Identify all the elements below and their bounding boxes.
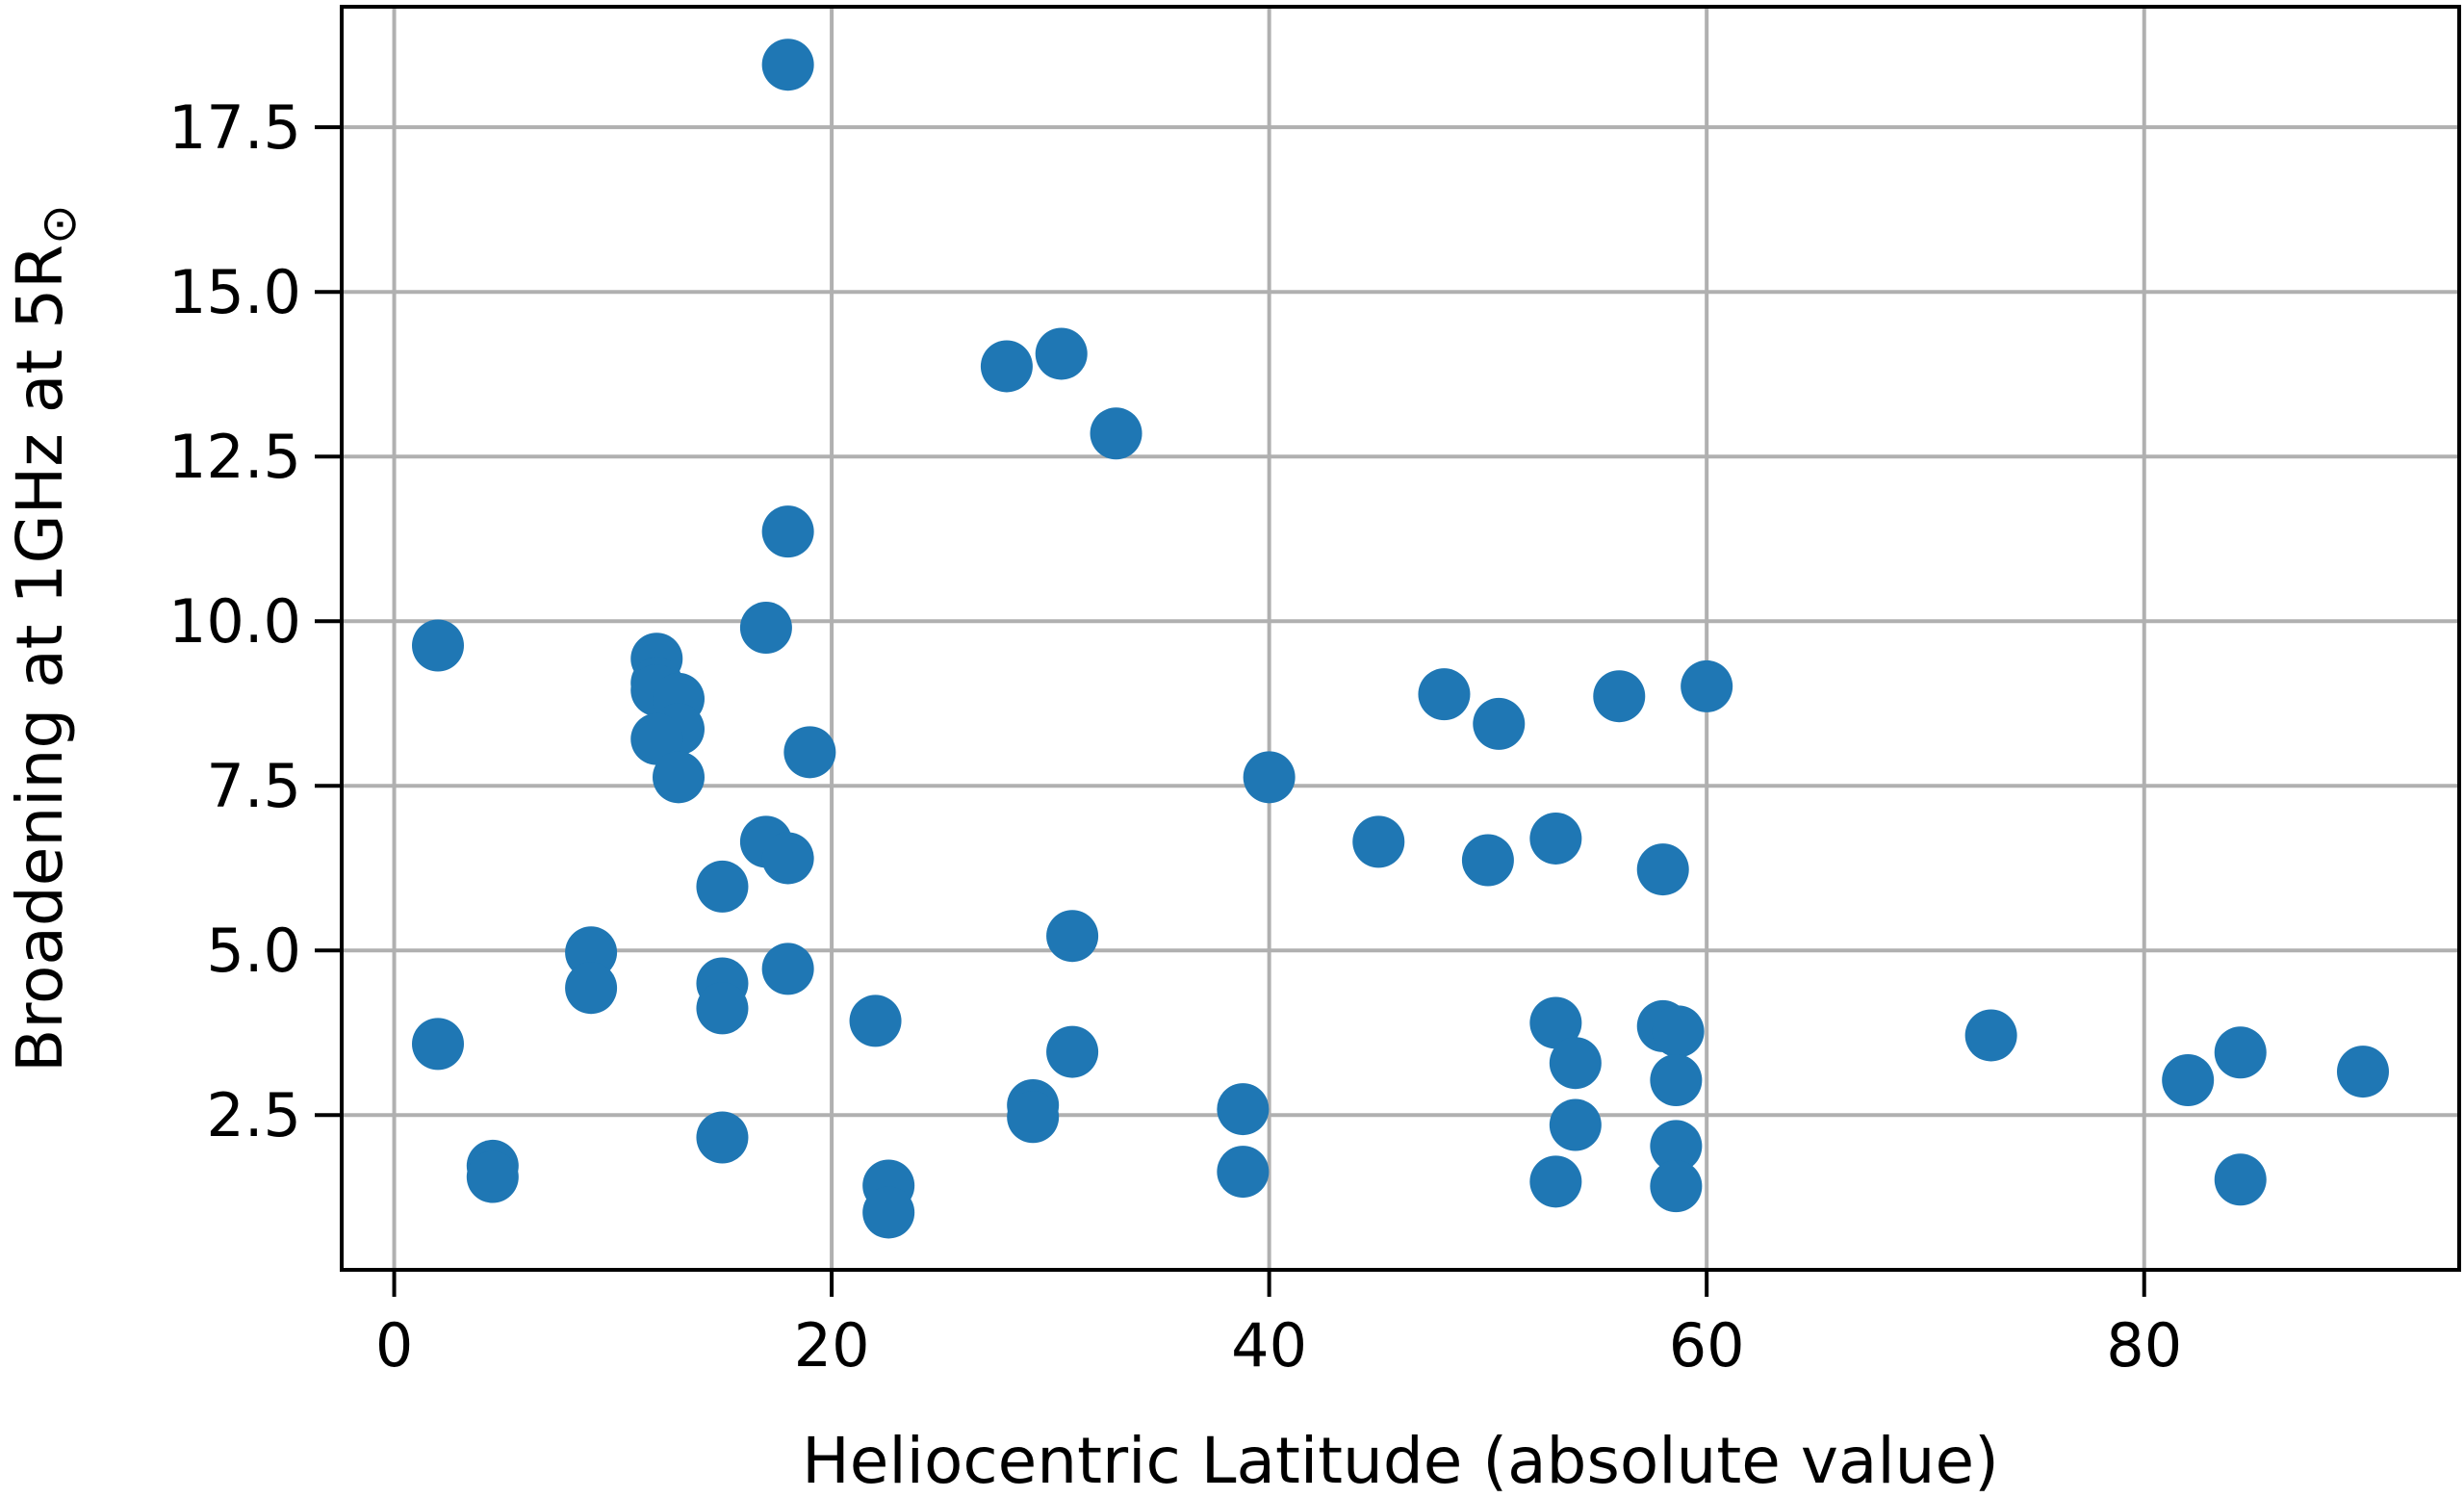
data-point [761, 39, 814, 91]
data-point [761, 943, 814, 995]
data-point [1636, 843, 1689, 896]
data-point [2214, 1153, 2267, 1206]
data-point [1473, 697, 1526, 750]
y-tick-label: 15.0 [168, 257, 301, 327]
data-point [980, 340, 1033, 393]
data-point [696, 860, 749, 913]
data-point [1650, 1160, 1703, 1213]
data-point [412, 619, 464, 672]
x-axis-label: Heliocentric Latitude (absolute value) [802, 1424, 1999, 1498]
data-point [653, 751, 705, 804]
data-point [1217, 1083, 1270, 1136]
data-point [1529, 812, 1582, 865]
data-point [739, 602, 792, 655]
data-point [849, 994, 902, 1047]
y-axis-label: Broadening at 1GHz at 5R⊙ [3, 204, 87, 1072]
data-point [565, 926, 618, 979]
y-tick-label: 12.5 [168, 422, 301, 492]
data-point [1243, 751, 1296, 804]
x-tick-label: 80 [2106, 1310, 2182, 1381]
data-point [696, 982, 749, 1035]
data-point [696, 1111, 749, 1164]
data-point [1593, 670, 1646, 723]
data-point [2214, 1026, 2267, 1079]
sun-symbol-subscript: ⊙ [31, 204, 87, 245]
y-tick-label: 5.0 [206, 916, 301, 986]
data-point [1529, 996, 1582, 1049]
data-point [1461, 834, 1514, 887]
y-tick-label: 2.5 [206, 1080, 301, 1150]
data-point [761, 505, 814, 558]
x-tick-label: 0 [375, 1310, 413, 1381]
y-tick-label: 17.5 [168, 92, 301, 163]
data-point [1035, 327, 1088, 380]
y-tick-label: 10.0 [168, 586, 301, 657]
y-axis-ticks: 2.5 5.0 7.5 10.0 12.5 15.0 17.5 [168, 92, 342, 1150]
data-point [1217, 1146, 1270, 1199]
y-tick-label: 7.5 [206, 751, 301, 821]
y-axis-label-main: Broadening at 1GHz at 5R [3, 245, 77, 1072]
data-point [862, 1186, 915, 1239]
data-point [2337, 1046, 2389, 1098]
data-point [1046, 1025, 1099, 1078]
x-axis-ticks: 0 20 40 60 80 [375, 1270, 2182, 1381]
data-point [2162, 1053, 2215, 1106]
data-points [412, 39, 2389, 1239]
data-point [630, 712, 683, 765]
data-point [783, 726, 836, 779]
x-tick-label: 20 [794, 1310, 870, 1381]
data-point [1090, 407, 1142, 460]
data-point [1964, 1009, 2017, 1062]
x-tick-label: 60 [1669, 1310, 1745, 1381]
plot-frame [340, 5, 2461, 1272]
data-point [1046, 910, 1099, 963]
data-point [1549, 1098, 1602, 1151]
x-tick-label: 40 [1231, 1310, 1307, 1381]
data-point [1529, 1155, 1582, 1208]
gridlines [342, 7, 2459, 1270]
data-point [1650, 1053, 1703, 1106]
data-point [1650, 1120, 1703, 1173]
data-point [1418, 668, 1471, 721]
data-point [761, 832, 814, 885]
data-point [1352, 815, 1405, 868]
data-point [466, 1150, 519, 1203]
data-point [1681, 659, 1733, 712]
data-point [412, 1018, 464, 1071]
data-point [1549, 1037, 1602, 1090]
data-point [565, 962, 618, 1015]
data-point [1007, 1091, 1060, 1144]
data-point [1652, 1005, 1705, 1058]
